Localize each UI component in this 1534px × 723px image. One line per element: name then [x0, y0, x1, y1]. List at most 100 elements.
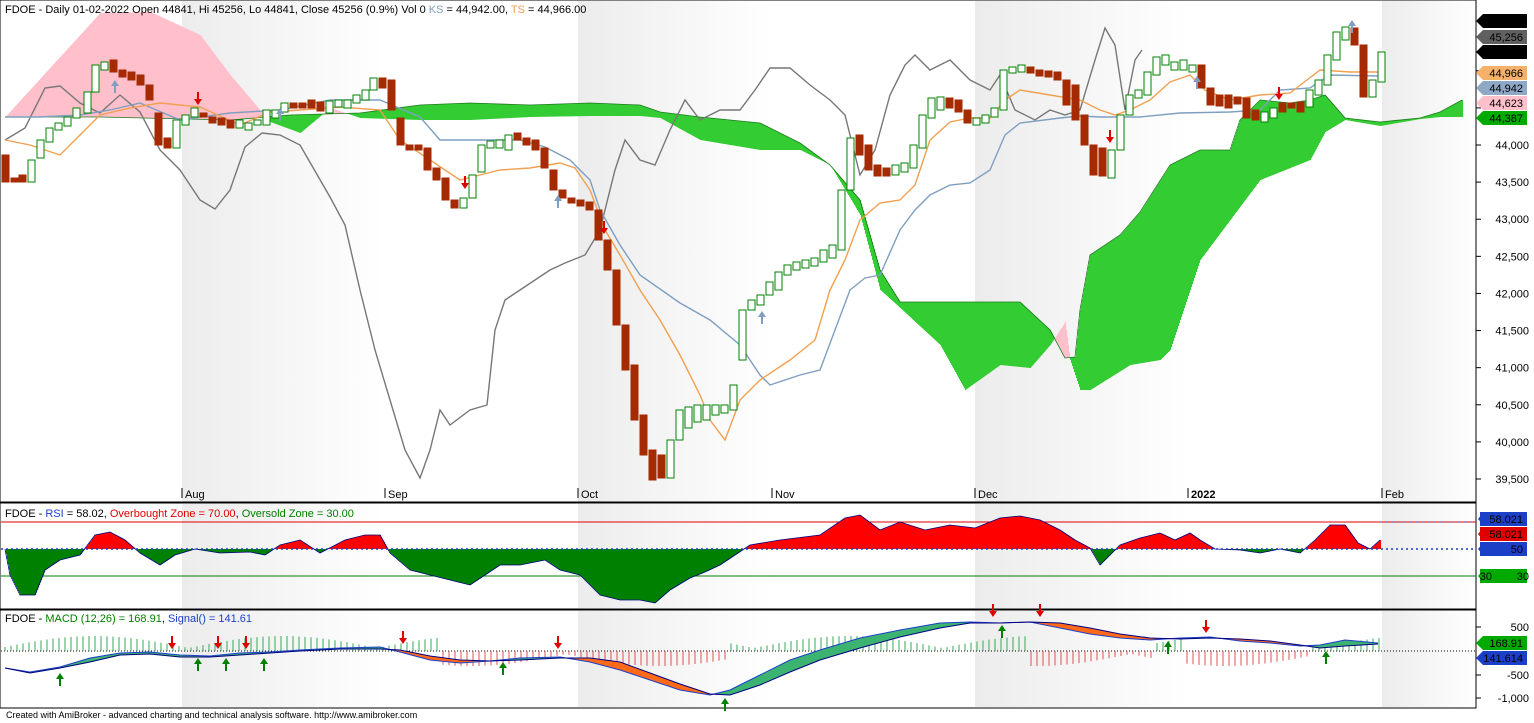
- macd-fill-slice: [901, 629, 903, 637]
- cloud-bull-slice: [404, 107, 406, 120]
- cloud-bull-slice: [930, 302, 932, 336]
- cloud-bull-slice: [768, 127, 770, 150]
- macd-fill-slice: [430, 656, 432, 660]
- cloud-bull-slice: [389, 109, 391, 119]
- rsi-slice: [332, 546, 334, 549]
- macd-fill-slice: [1086, 627, 1088, 634]
- candle-up: [729, 384, 738, 411]
- cloud-bull-slice: [485, 103, 487, 120]
- rsi-slice: [884, 528, 886, 549]
- rsi-slice: [647, 549, 649, 602]
- macd-fill-slice: [828, 647, 830, 658]
- macd-fill-slice: [868, 636, 870, 646]
- rsi-slice: [1318, 537, 1320, 549]
- rsi-slice: [723, 549, 725, 563]
- macd-fill-slice: [588, 658, 590, 662]
- cloud-bull-slice: [1335, 106, 1337, 126]
- cloud-bull-slice: [802, 144, 804, 151]
- rsi-slice: [373, 535, 375, 549]
- rsi-slice: [237, 549, 239, 553]
- cloud-bull-slice: [913, 302, 915, 321]
- macd-fill-slice: [1321, 644, 1323, 648]
- cloud-bear-slice: [31, 88, 33, 117]
- rsi-slice: [538, 549, 540, 562]
- rsi-slice: [880, 530, 882, 549]
- rsi-slice: [1301, 549, 1303, 553]
- rsi-slice: [1143, 537, 1145, 549]
- cloud-bull-slice: [1273, 101, 1275, 175]
- macd-fill-slice: [255, 652, 257, 654]
- candle-down: [208, 116, 217, 124]
- macd-fill-slice: [783, 663, 785, 676]
- macd-fill-slice: [1140, 636, 1142, 640]
- macd-fill-slice: [803, 655, 805, 667]
- cloud-bear-slice: [157, 15, 159, 119]
- rsi-slice: [725, 549, 727, 562]
- rsi-slice: [798, 537, 800, 549]
- rsi-slice: [167, 549, 169, 561]
- cloud-bull-slice: [1145, 204, 1147, 363]
- cloud-bull-slice: [629, 104, 631, 116]
- macd-fill-slice: [1148, 637, 1150, 640]
- cloud-bull-slice: [805, 146, 807, 153]
- macd-fill-slice: [520, 658, 522, 660]
- cloud-bear-slice: [63, 53, 65, 117]
- macd-fill-slice: [223, 654, 225, 657]
- cloud-bull-slice: [887, 281, 889, 297]
- rsi-slice: [612, 549, 614, 598]
- macd-fill-slice: [1154, 638, 1156, 640]
- macd-fill-slice: [641, 669, 643, 677]
- macd-fill-slice: [693, 688, 695, 693]
- macd-fill-slice: [950, 622, 952, 627]
- rsi-slice: [1245, 549, 1247, 551]
- macd-fill-slice: [733, 688, 735, 694]
- cloud-bear-slice: [217, 57, 219, 120]
- macd-fill-slice: [963, 622, 965, 625]
- macd-fill-slice: [552, 657, 554, 659]
- rsi-slice: [978, 526, 980, 549]
- rsi-slice: [170, 549, 172, 559]
- cloud-bull-slice: [1144, 205, 1146, 363]
- cloud-bear-slice: [254, 103, 256, 118]
- macd-fill-slice: [439, 657, 441, 661]
- cloud-bull-slice: [294, 114, 296, 131]
- cloud-bear-slice: [211, 49, 213, 120]
- macd-fill-slice: [596, 658, 598, 664]
- macd-fill-slice: [917, 627, 919, 634]
- macd-fill-slice: [421, 654, 423, 658]
- cloud-bull-slice: [1198, 151, 1200, 266]
- cloud-bull-slice: [429, 104, 431, 120]
- cloud-bull-slice: [1426, 116, 1428, 119]
- macd-fill-slice: [671, 680, 673, 687]
- cloud-bull-slice: [795, 140, 797, 150]
- rsi-slice: [936, 527, 938, 549]
- cloud-bull-slice: [902, 302, 904, 310]
- macd-fill-slice: [855, 639, 857, 650]
- cloud-bull-slice: [441, 104, 443, 120]
- rsi-slice: [913, 526, 915, 549]
- candle-up: [27, 159, 36, 183]
- cloud-bull-slice: [529, 104, 531, 118]
- cloud-bull-slice: [392, 108, 394, 120]
- rsi-slice: [1123, 543, 1125, 549]
- rsi-slice: [1106, 549, 1108, 559]
- rsi-slice: [393, 549, 395, 556]
- cloud-bull-slice: [863, 210, 865, 227]
- rsi-slice: [94, 536, 96, 549]
- cloud-bull-slice: [860, 200, 862, 215]
- macd-fill-slice: [135, 652, 137, 655]
- macd-fill-slice: [1116, 633, 1118, 638]
- rsi-slice: [842, 520, 844, 549]
- macd-fill-slice: [343, 647, 345, 649]
- rsi-slice: [470, 549, 472, 585]
- cloud-bull-slice: [1023, 304, 1025, 368]
- rsi-slice: [542, 549, 544, 561]
- cloud-bull-slice: [866, 221, 868, 238]
- rsi-slice: [1193, 535, 1195, 549]
- cloud-bull-slice: [1017, 302, 1019, 367]
- cloud-bear-slice: [137, 12, 139, 118]
- cloud-bull-slice: [1117, 237, 1119, 374]
- rsi-slice: [433, 549, 435, 576]
- macd-fill-slice: [200, 655, 202, 657]
